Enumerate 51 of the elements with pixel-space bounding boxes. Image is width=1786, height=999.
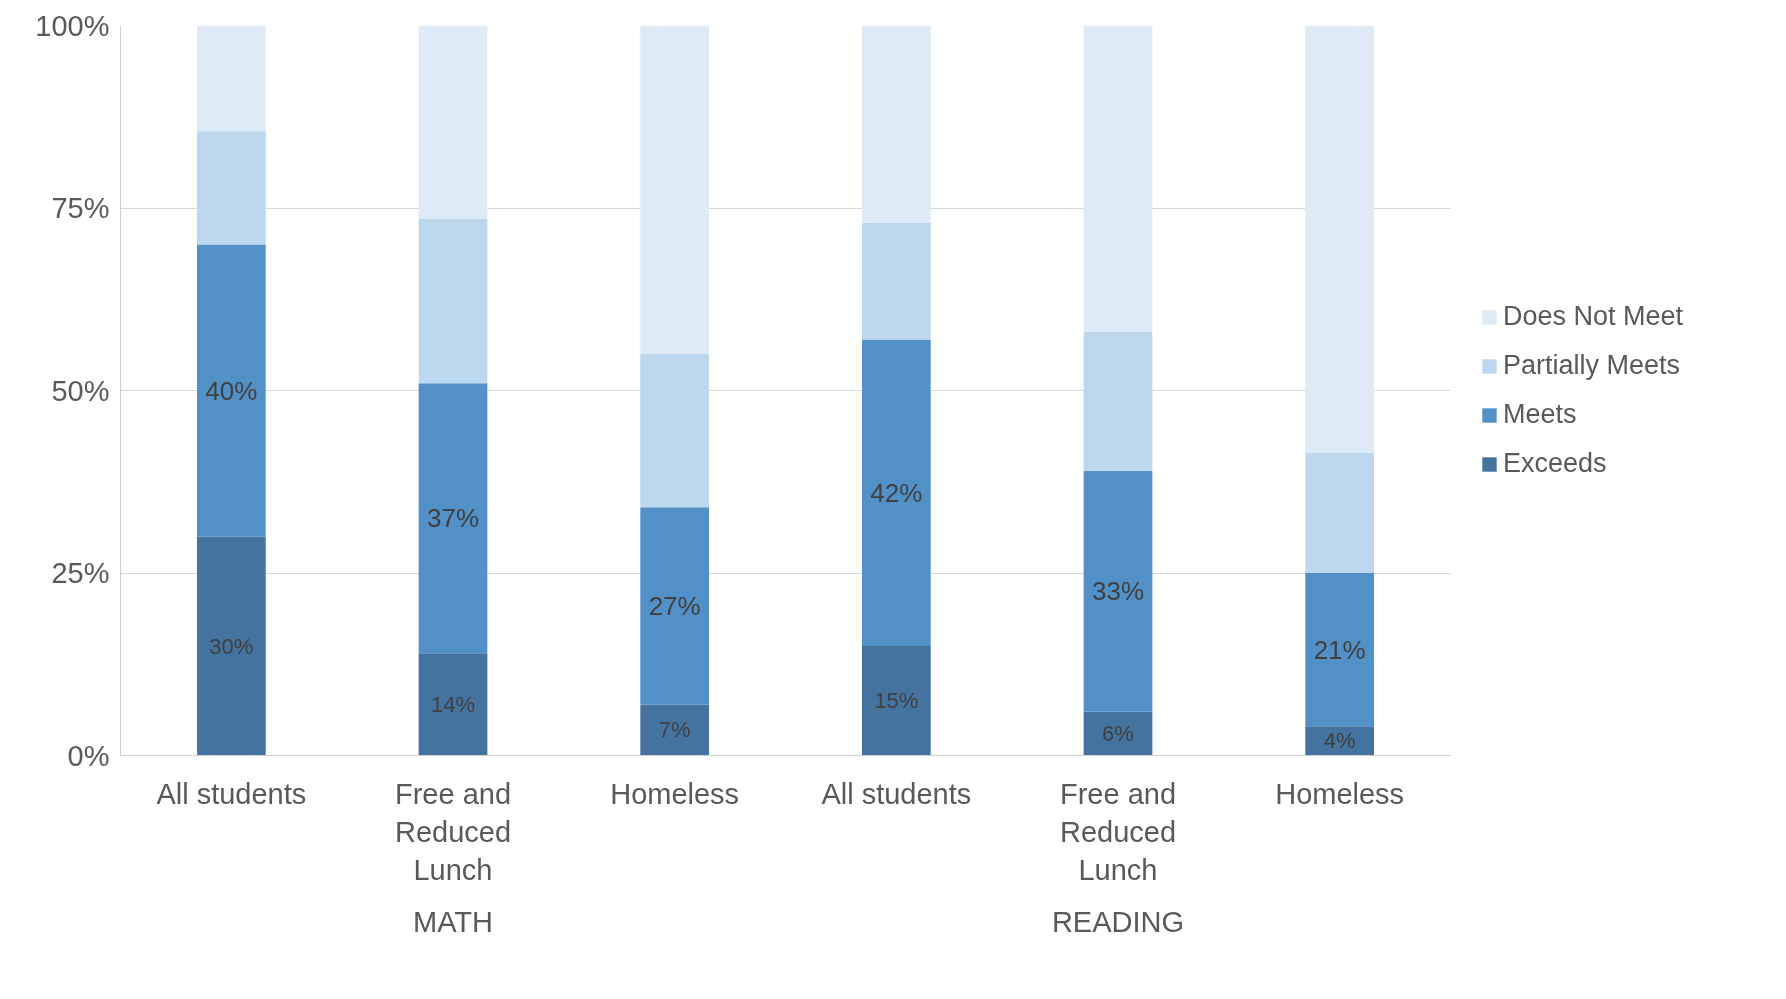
- legend-label: Partially Meets: [1503, 350, 1681, 381]
- data-label: 4%: [1323, 728, 1356, 754]
- bar: [418, 25, 488, 219]
- y-tick-label: 75%: [51, 192, 110, 224]
- bar: [1083, 332, 1153, 471]
- x-tick-label: Homeless: [1275, 777, 1405, 810]
- bar: [1083, 470, 1153, 712]
- x-tick-label: Homeless: [610, 777, 740, 810]
- text: READING: [1051, 905, 1185, 938]
- data-label: 27%: [648, 590, 701, 621]
- bar: [1305, 573, 1375, 727]
- data-label: 40%: [205, 375, 258, 406]
- data-label: 21%: [1313, 634, 1366, 665]
- data-label: 33%: [1091, 576, 1145, 607]
- legend-label: Meets: [1503, 399, 1577, 430]
- x-tick-label: Free and Reduced Lunch: [394, 777, 512, 887]
- bar: [1083, 25, 1153, 333]
- x-tick-label: Free and Reduced Lunch: [1059, 777, 1177, 887]
- legend-label: Exceeds: [1503, 448, 1607, 479]
- bar: [196, 536, 266, 756]
- bar: [640, 354, 710, 508]
- x-tick-label: All students: [821, 777, 972, 810]
- data-label: 42%: [870, 477, 923, 508]
- data-label: 15%: [874, 688, 919, 714]
- bar: [418, 383, 488, 654]
- data-label: 14%: [430, 691, 476, 717]
- bar: [861, 25, 931, 223]
- y-tick-label: 25%: [51, 557, 110, 589]
- bar: [196, 131, 266, 245]
- bar: [196, 25, 266, 132]
- bar: [640, 25, 710, 354]
- data-label: 37%: [426, 503, 480, 534]
- text: MATH: [413, 905, 494, 938]
- bar: [861, 339, 931, 646]
- bar: [1305, 452, 1375, 573]
- bar: [196, 244, 266, 537]
- bar: [861, 646, 931, 756]
- data-label: 7%: [658, 717, 691, 743]
- bar: [418, 218, 488, 384]
- bar: [1305, 25, 1375, 453]
- legend-label: Does Not Meet: [1503, 301, 1684, 332]
- y-tick-label: 0%: [67, 739, 110, 772]
- y-tick-label: 100%: [35, 9, 110, 42]
- bar: [640, 704, 710, 756]
- bar: [640, 507, 710, 705]
- data-label: 30%: [209, 633, 254, 659]
- bar: [861, 222, 931, 340]
- data-label: 6%: [1102, 721, 1134, 747]
- bar: [418, 653, 488, 756]
- x-tick-label: All students: [156, 777, 307, 810]
- y-tick-label: 50%: [51, 374, 110, 407]
